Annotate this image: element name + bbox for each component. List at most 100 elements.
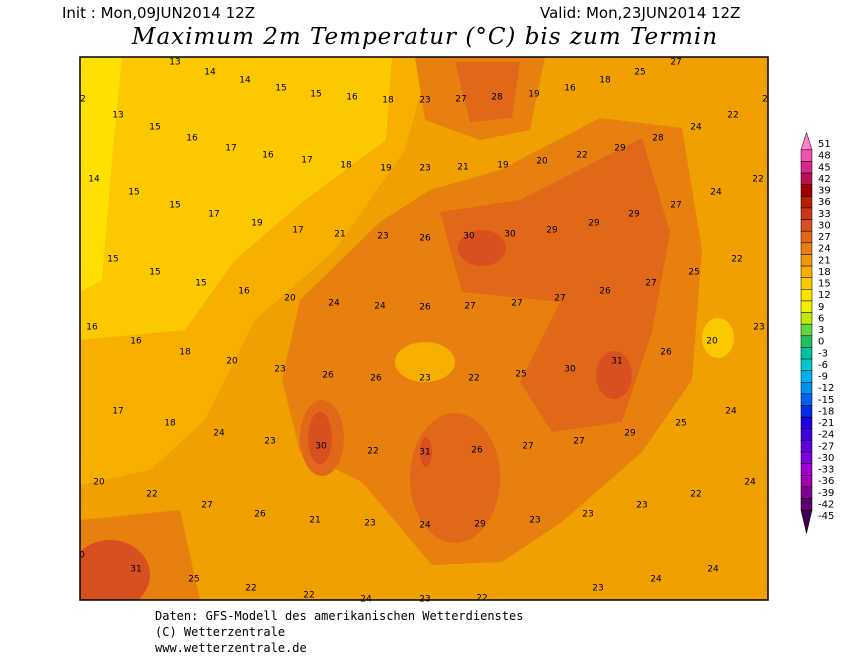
map-value: 13	[112, 111, 123, 121]
map-value: 20	[93, 478, 105, 488]
colorbar-box	[800, 149, 813, 162]
colorbar-box	[800, 498, 813, 511]
map-value: 27	[464, 302, 475, 312]
map-value: 21	[457, 163, 468, 173]
map-value: 31	[611, 357, 622, 367]
colorbar-label: 45	[818, 162, 831, 173]
map-value: 18	[164, 419, 176, 429]
colorbar-label: 15	[818, 279, 831, 290]
map-value: 2	[762, 95, 768, 105]
map-value: 28	[491, 93, 503, 103]
map-value: 26	[660, 348, 672, 358]
init-time: Init : Mon,09JUN2014 12Z	[62, 4, 255, 22]
map-value: 21	[309, 516, 320, 526]
map-value: 22	[303, 591, 314, 601]
colorbar-label: 24	[818, 244, 831, 255]
colorbar-label: 9	[818, 302, 824, 313]
map-value: 22	[752, 175, 763, 185]
map-value: 27	[455, 95, 466, 105]
footer-line: www.wetterzentrale.de	[155, 641, 307, 655]
colorbar-label: -39	[818, 488, 834, 499]
map-value: 15	[195, 279, 206, 289]
colorbar-label: 33	[818, 209, 831, 220]
colorbar-label: 3	[818, 325, 824, 336]
map-value: 22	[727, 111, 738, 121]
map-value: 23	[636, 501, 647, 511]
colorbar-box	[800, 230, 813, 244]
map-value: 22	[367, 447, 378, 457]
colorbar-box	[800, 440, 813, 453]
colorbar-label: -12	[818, 383, 834, 394]
map-value: 24	[328, 299, 340, 309]
map-value: 24	[690, 123, 702, 133]
map-title: Maximum 2m Temperatur (°C) bis zum Termi…	[131, 24, 718, 50]
colorbar-box	[800, 475, 813, 488]
map-value: 29	[474, 520, 486, 530]
colorbar-label: -30	[818, 453, 834, 464]
map-value: 26	[471, 446, 483, 456]
colorbar-box	[800, 323, 813, 337]
map-value: 16	[130, 337, 142, 347]
colorbar-box	[800, 463, 813, 476]
map-value: 16	[262, 151, 274, 161]
map-value: 15	[310, 90, 321, 100]
colorbar-box	[800, 172, 813, 185]
map-value: 23	[364, 519, 375, 529]
map-value: 20	[536, 157, 548, 167]
map-value: 15	[107, 255, 118, 265]
colorbar-box	[800, 300, 813, 313]
map-value: 26	[254, 510, 266, 520]
map-value: 22	[245, 584, 256, 594]
map-value: 0	[79, 551, 85, 561]
map-value: 27	[670, 201, 681, 211]
map-value: 26	[419, 234, 431, 244]
map-value: 30	[504, 230, 516, 240]
map-value: 22	[146, 490, 157, 500]
map-value: 31	[419, 448, 430, 458]
map-value: 14	[204, 68, 216, 78]
map-value: 24	[650, 575, 662, 585]
colorbar-cap	[800, 131, 813, 151]
colorbar-label: -36	[818, 476, 834, 487]
map-value: 27	[522, 442, 533, 452]
map-value: 30	[564, 365, 576, 375]
map-value: 18	[382, 96, 394, 106]
colorbar-box	[800, 416, 813, 430]
map-value: 28	[652, 134, 664, 144]
map-value: 25	[188, 575, 199, 585]
map-value: 24	[744, 478, 756, 488]
colorbar-label: 12	[818, 290, 831, 301]
map-value: 23	[419, 595, 430, 605]
colorbar-box	[800, 161, 813, 174]
map-value: 27	[554, 294, 565, 304]
map-value: 19	[497, 161, 509, 171]
map-value: 18	[599, 76, 611, 86]
colorbar-box	[800, 451, 813, 464]
colorbar-label: 36	[818, 197, 831, 208]
colorbar-label: -18	[818, 406, 834, 417]
colorbar-label: -21	[818, 418, 834, 429]
colorbar-box	[800, 382, 813, 395]
colorbar-box	[800, 347, 813, 360]
colorbar-label: 48	[818, 151, 831, 162]
map-value: 26	[370, 374, 382, 384]
colorbar-label: -24	[818, 430, 834, 441]
map-value: 16	[186, 134, 198, 144]
colorbar-label: 18	[818, 267, 831, 278]
map-value: 16	[238, 287, 250, 297]
valid-time: Valid: Mon,23JUN2014 12Z	[540, 4, 740, 22]
map-value: 22	[731, 255, 742, 265]
map-value: 29	[546, 226, 558, 236]
colorbar-box	[800, 277, 813, 290]
map-value: 23	[753, 323, 764, 333]
map-value: 24	[374, 302, 386, 312]
map-value: 23	[582, 510, 593, 520]
map-value: 30	[463, 232, 475, 242]
colorbar-box	[800, 254, 813, 267]
footer-line: (C) Wetterzentrale	[155, 625, 285, 639]
map-value: 31	[130, 565, 141, 575]
map-value: 18	[179, 348, 191, 358]
footer-line: Daten: GFS-Modell des amerikanischen Wet…	[155, 609, 523, 623]
map-value: 15	[149, 123, 160, 133]
